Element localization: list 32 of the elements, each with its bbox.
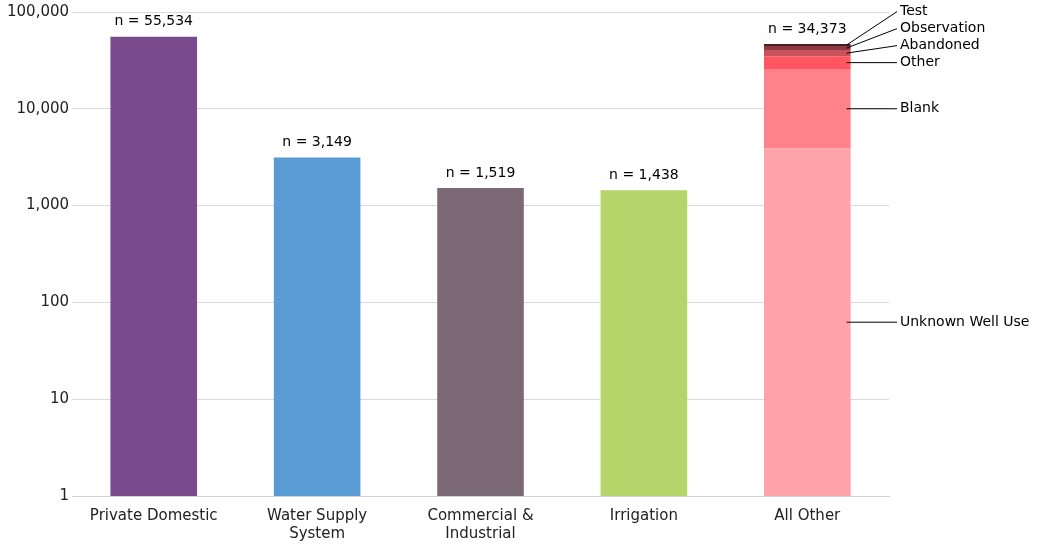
text: Observation: [900, 19, 986, 36]
x-tick-label: Water Supply System: [267, 505, 368, 542]
text: Abandoned: [900, 36, 980, 53]
x-tick-label: Irrigation: [609, 505, 678, 524]
annotation: n = 1,519: [445, 163, 516, 180]
text: Other: [900, 53, 940, 70]
y-tick-label: 1: [59, 485, 70, 504]
bar: [764, 44, 851, 47]
text: Blank: [900, 99, 940, 116]
bar: [110, 36, 198, 496]
bar: [764, 56, 851, 70]
y-tick-label: 10: [49, 389, 70, 408]
y-tick-label: 100,000: [7, 1, 70, 20]
text: Unknown Well Use: [900, 312, 1030, 329]
bar: [600, 190, 688, 496]
annotation: n = 1,438: [609, 165, 679, 182]
bar: [764, 69, 851, 149]
x-tick-label: All Other: [774, 505, 842, 524]
annotation: n = 55,534: [114, 12, 194, 29]
bar: [764, 148, 851, 496]
annotation: n = 3,149: [282, 133, 352, 150]
annotation: n = 34,373: [768, 19, 847, 36]
y-tick-label: 1,000: [26, 195, 70, 214]
text: Test: [899, 2, 929, 19]
bar: [273, 157, 361, 496]
y-tick-label: 10,000: [16, 98, 70, 117]
y-tick-label: 100: [40, 292, 70, 311]
bar: [764, 46, 851, 51]
bar: [437, 188, 524, 496]
x-tick-label: Private Domestic: [89, 505, 218, 524]
x-tick-label: Commercial & Industrial: [427, 505, 534, 542]
bar: [764, 50, 851, 57]
